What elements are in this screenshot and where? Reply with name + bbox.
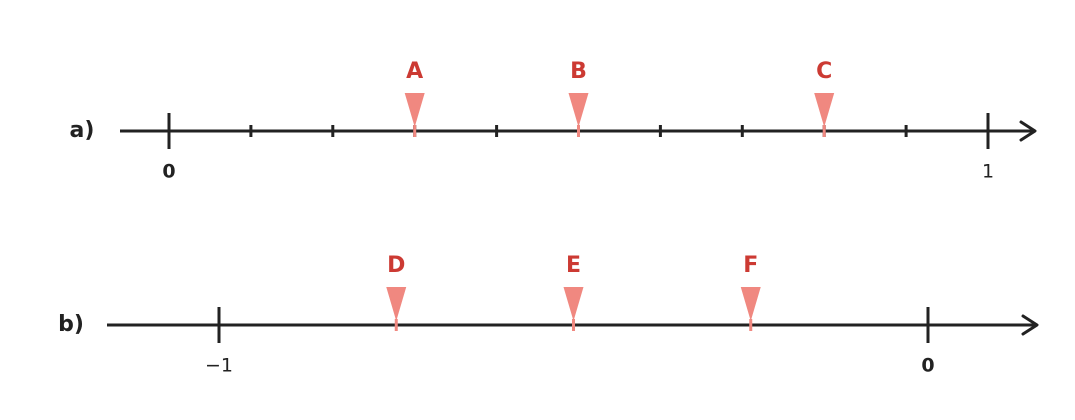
point-marker (563, 287, 584, 321)
point-label: A (406, 59, 423, 84)
point-marker (386, 287, 407, 321)
row-label: b) (58, 312, 84, 337)
point-marker (568, 93, 589, 127)
tick-label: 0 (921, 355, 934, 377)
tick-label: 0 (162, 161, 175, 183)
tick-label: 1 (982, 161, 994, 183)
point-label: B (570, 59, 587, 84)
axis-arrow (1019, 120, 1037, 142)
row-label: a) (70, 118, 95, 143)
point-label: C (816, 59, 832, 84)
point-marker (814, 93, 835, 127)
point-label: E (566, 253, 581, 278)
point-marker (404, 93, 425, 127)
point-marker (740, 287, 761, 321)
tick-label: −1 (205, 355, 233, 377)
axis-arrow (1021, 314, 1039, 336)
point-label: D (387, 253, 405, 278)
point-label: F (743, 253, 758, 278)
